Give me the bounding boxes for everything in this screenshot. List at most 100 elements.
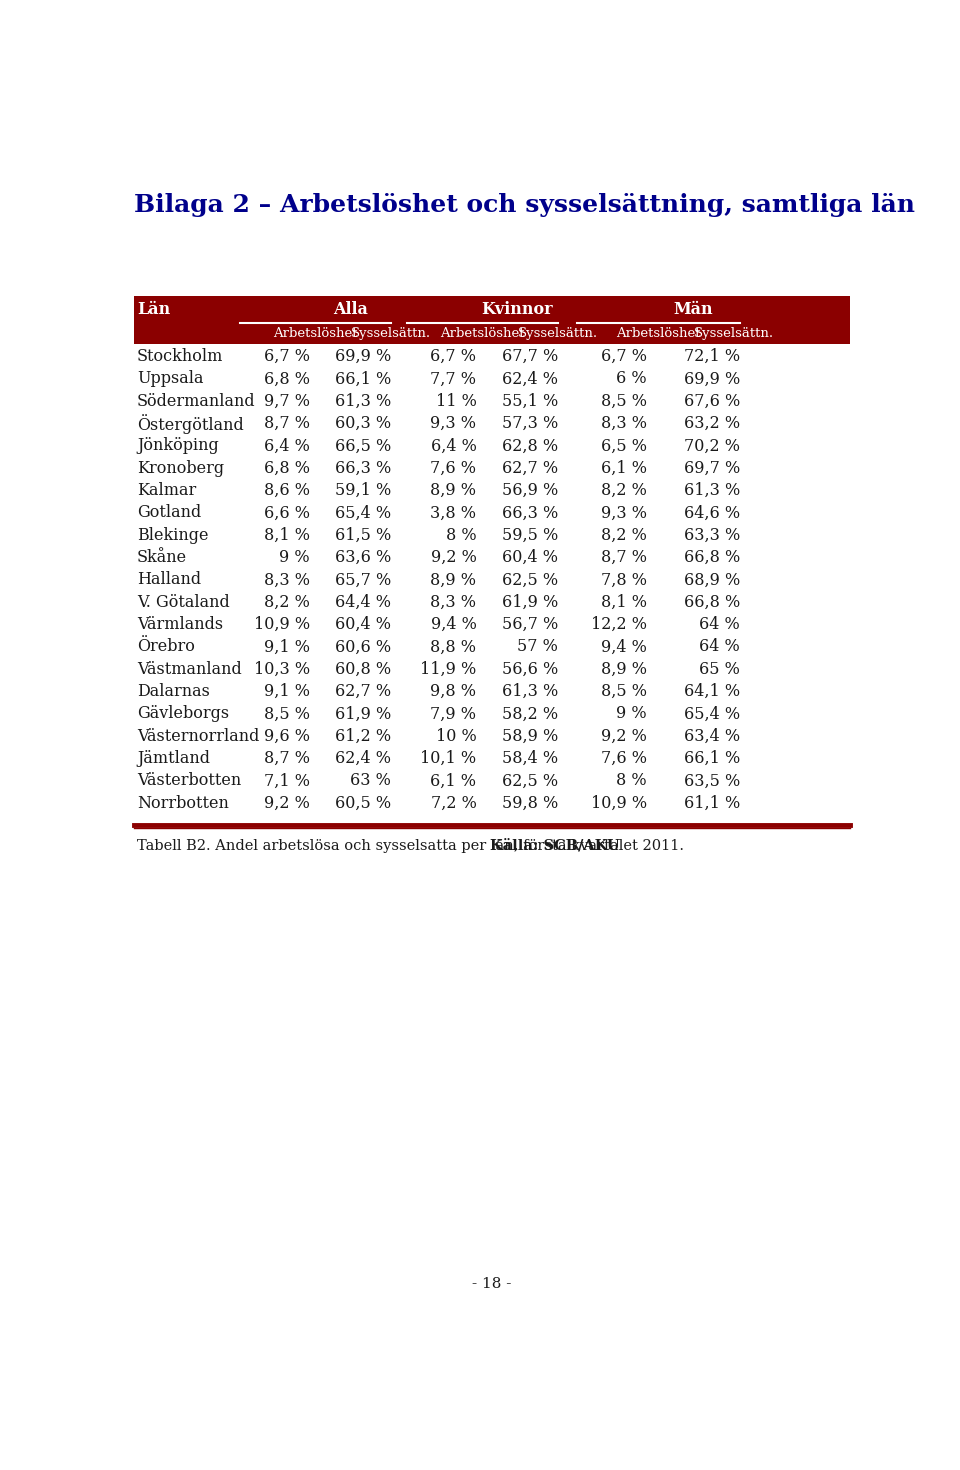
Text: 63,6 %: 63,6 %: [335, 550, 392, 566]
Text: 8,6 %: 8,6 %: [264, 482, 310, 498]
Text: 61,3 %: 61,3 %: [684, 482, 740, 498]
Text: 60,4 %: 60,4 %: [502, 550, 558, 566]
Text: 6,7 %: 6,7 %: [430, 348, 476, 365]
Text: Uppsala: Uppsala: [137, 370, 204, 388]
Text: Alla: Alla: [333, 301, 368, 318]
Text: 63 %: 63 %: [350, 772, 392, 789]
Text: 9,3 %: 9,3 %: [601, 504, 647, 522]
Text: 72,1 %: 72,1 %: [684, 348, 740, 365]
Text: Sysselsättn.: Sysselsättn.: [350, 326, 431, 340]
Text: 8,3 %: 8,3 %: [264, 572, 310, 588]
Text: 9 %: 9 %: [279, 550, 310, 566]
Text: 8,5 %: 8,5 %: [601, 392, 647, 410]
Text: 56,9 %: 56,9 %: [502, 482, 558, 498]
Text: 10,1 %: 10,1 %: [420, 750, 476, 767]
Text: 8,7 %: 8,7 %: [264, 415, 310, 432]
Text: Gävleborgs: Gävleborgs: [137, 706, 229, 722]
Text: 8,3 %: 8,3 %: [430, 594, 476, 610]
Text: 10 %: 10 %: [436, 728, 476, 745]
Text: 10,9 %: 10,9 %: [590, 795, 647, 811]
Text: Blekinge: Blekinge: [137, 526, 208, 544]
Text: Örebro: Örebro: [137, 638, 195, 656]
Text: 68,9 %: 68,9 %: [684, 572, 740, 588]
Text: 66,8 %: 66,8 %: [684, 550, 740, 566]
Text: 9,2 %: 9,2 %: [601, 728, 647, 745]
Text: Stockholm: Stockholm: [137, 348, 224, 365]
Text: Sysselsättn.: Sysselsättn.: [694, 326, 774, 340]
Text: 10,3 %: 10,3 %: [253, 660, 310, 678]
Text: 6 %: 6 %: [616, 370, 647, 388]
Text: 7,9 %: 7,9 %: [430, 706, 476, 722]
Text: 59,5 %: 59,5 %: [502, 526, 558, 544]
Text: Dalarnas: Dalarnas: [137, 684, 210, 700]
Text: 66,8 %: 66,8 %: [684, 594, 740, 610]
Text: 6,5 %: 6,5 %: [601, 438, 647, 454]
Text: 6,7 %: 6,7 %: [264, 348, 310, 365]
Text: Södermanland: Södermanland: [137, 392, 255, 410]
Text: Jämtland: Jämtland: [137, 750, 210, 767]
Text: 9,7 %: 9,7 %: [264, 392, 310, 410]
Text: 6,4 %: 6,4 %: [431, 438, 476, 454]
Text: 8,9 %: 8,9 %: [430, 572, 476, 588]
Text: 62,7 %: 62,7 %: [502, 460, 558, 476]
Text: 61,5 %: 61,5 %: [335, 526, 392, 544]
Text: 7,7 %: 7,7 %: [430, 370, 476, 388]
Text: 6,4 %: 6,4 %: [264, 438, 310, 454]
Text: 62,4 %: 62,4 %: [335, 750, 392, 767]
Text: 6,8 %: 6,8 %: [264, 460, 310, 476]
Text: 61,9 %: 61,9 %: [502, 594, 558, 610]
Text: 65,7 %: 65,7 %: [335, 572, 392, 588]
Text: 8,9 %: 8,9 %: [430, 482, 476, 498]
Text: Arbetslöshet: Arbetslöshet: [274, 326, 358, 340]
Text: Tabell B2. Andel arbetslösa och sysselsatta per län, första kvartalet 2011.: Tabell B2. Andel arbetslösa och sysselsa…: [137, 839, 688, 853]
Text: 60,5 %: 60,5 %: [335, 795, 392, 811]
Text: 6,1 %: 6,1 %: [430, 772, 476, 789]
Text: 7,6 %: 7,6 %: [430, 460, 476, 476]
Text: 58,2 %: 58,2 %: [502, 706, 558, 722]
Text: 9,6 %: 9,6 %: [264, 728, 310, 745]
Text: Gotland: Gotland: [137, 504, 202, 522]
Text: 8,5 %: 8,5 %: [601, 684, 647, 700]
Text: Jönköping: Jönköping: [137, 438, 219, 454]
Text: 69,9 %: 69,9 %: [335, 348, 392, 365]
Text: 62,4 %: 62,4 %: [502, 370, 558, 388]
Text: Västmanland: Västmanland: [137, 660, 242, 678]
Text: 11,9 %: 11,9 %: [420, 660, 476, 678]
Text: 55,1 %: 55,1 %: [502, 392, 558, 410]
Text: 9 %: 9 %: [616, 706, 647, 722]
Text: 12,2 %: 12,2 %: [591, 616, 647, 634]
Text: 64 %: 64 %: [699, 638, 740, 656]
Text: 66,3 %: 66,3 %: [335, 460, 392, 476]
Text: 3,8 %: 3,8 %: [430, 504, 476, 522]
Text: 66,1 %: 66,1 %: [684, 750, 740, 767]
Text: 69,9 %: 69,9 %: [684, 370, 740, 388]
Text: Kalmar: Kalmar: [137, 482, 196, 498]
Text: 63,4 %: 63,4 %: [684, 728, 740, 745]
Text: 9,4 %: 9,4 %: [431, 616, 476, 634]
Text: 65,4 %: 65,4 %: [335, 504, 392, 522]
Text: 57,3 %: 57,3 %: [502, 415, 558, 432]
Text: 9,1 %: 9,1 %: [264, 638, 310, 656]
Text: Halland: Halland: [137, 572, 202, 588]
Text: 61,9 %: 61,9 %: [335, 706, 392, 722]
Text: 63,2 %: 63,2 %: [684, 415, 740, 432]
Text: Män: Män: [674, 301, 713, 318]
Text: Kvinnor: Kvinnor: [481, 301, 553, 318]
Text: - 18 -: - 18 -: [472, 1277, 512, 1291]
Text: 8 %: 8 %: [616, 772, 647, 789]
Text: Norrbotten: Norrbotten: [137, 795, 228, 811]
Text: 8 %: 8 %: [445, 526, 476, 544]
Text: 7,8 %: 7,8 %: [601, 572, 647, 588]
Text: 8,1 %: 8,1 %: [264, 526, 310, 544]
Text: 9,2 %: 9,2 %: [264, 795, 310, 811]
Text: 62,5 %: 62,5 %: [502, 772, 558, 789]
Text: 60,4 %: 60,4 %: [335, 616, 392, 634]
Text: 61,3 %: 61,3 %: [502, 684, 558, 700]
Text: 6,8 %: 6,8 %: [264, 370, 310, 388]
Text: 8,5 %: 8,5 %: [264, 706, 310, 722]
Text: 7,2 %: 7,2 %: [431, 795, 476, 811]
Text: 60,3 %: 60,3 %: [335, 415, 392, 432]
Text: 62,8 %: 62,8 %: [502, 438, 558, 454]
Text: 9,4 %: 9,4 %: [601, 638, 647, 656]
Text: 6,1 %: 6,1 %: [601, 460, 647, 476]
